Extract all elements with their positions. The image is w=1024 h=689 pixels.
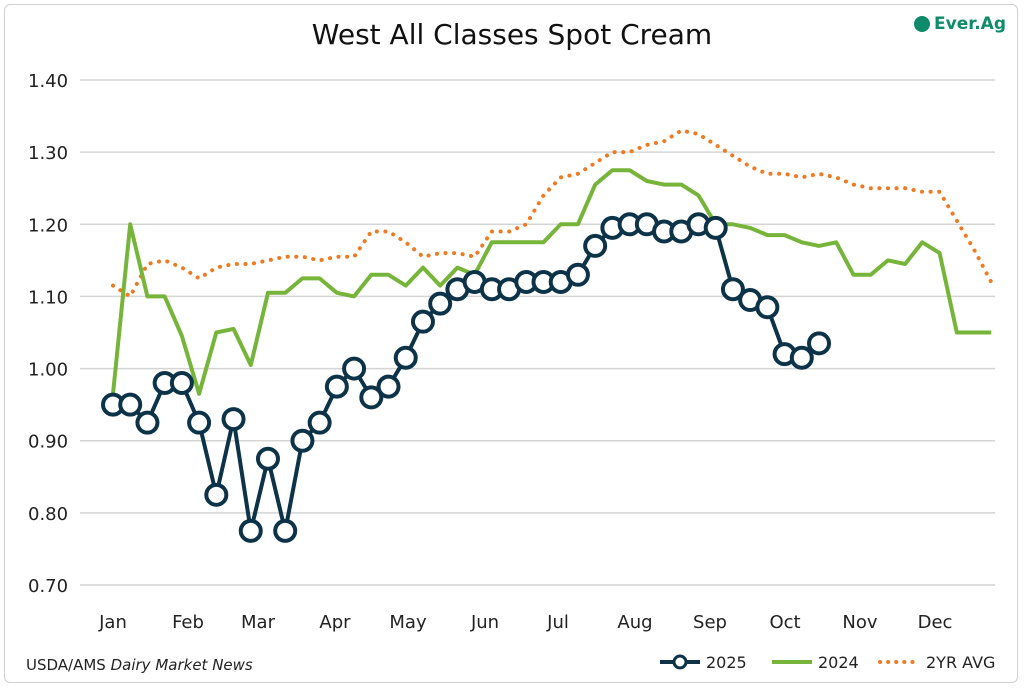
x-tick-label: Oct <box>769 612 800 633</box>
y-tick-label: 0.90 <box>28 432 68 453</box>
data-point-2025 <box>755 295 780 320</box>
legend-label: 2YR AVG <box>926 653 995 672</box>
data-point-2025 <box>273 518 298 543</box>
data-point-2025 <box>255 446 280 471</box>
data-point-2025 <box>342 356 367 381</box>
legend-item: 2YR AVG <box>878 653 995 672</box>
source-org: USDA/AMS <box>26 656 106 674</box>
data-point-2025 <box>169 371 194 395</box>
data-point-2025 <box>307 410 332 435</box>
x-tick-label: Jun <box>470 612 499 633</box>
data-point-2025 <box>807 331 832 356</box>
legend-label: 2025 <box>706 653 747 672</box>
data-point-2025 <box>118 392 143 417</box>
y-tick-label: 1.20 <box>28 215 68 236</box>
data-point-2025 <box>359 385 384 410</box>
data-point-2025 <box>565 262 590 287</box>
x-tick-label: Feb <box>172 612 204 633</box>
data-point-2025 <box>324 374 349 399</box>
y-tick-label: 0.80 <box>28 504 68 525</box>
x-tick-label: Apr <box>319 612 351 633</box>
data-point-2025 <box>221 407 246 432</box>
data-point-2025 <box>135 410 160 435</box>
x-tick-label: Aug <box>617 612 652 633</box>
y-tick-label: 1.40 <box>28 71 68 92</box>
source-publication: Dairy Market News <box>110 656 253 674</box>
data-point-2025 <box>187 410 212 435</box>
ever-ag-logo: Ever.Ag <box>914 14 1006 34</box>
data-point-2025 <box>393 345 418 370</box>
chart-title: West All Classes Spot Cream <box>311 18 713 51</box>
y-tick-label: 1.00 <box>28 360 68 381</box>
x-tick-label: Jul <box>546 612 569 633</box>
legend-item: 2025 <box>660 653 747 672</box>
y-tick-label: 1.30 <box>28 143 68 164</box>
y-tick-label: 1.10 <box>28 287 68 308</box>
legend-marker <box>672 654 688 670</box>
data-point-2025 <box>428 291 453 316</box>
legend-label: 2024 <box>818 653 859 672</box>
legend-item: 2024 <box>772 653 859 672</box>
logo-icon <box>914 16 931 32</box>
x-tick-label: Nov <box>842 612 877 633</box>
x-tick-label: Dec <box>918 612 953 633</box>
source-note: USDA/AMS Dairy Market News <box>26 656 253 674</box>
logo-text: Ever.Ag <box>934 14 1006 34</box>
data-point-2025 <box>703 215 728 240</box>
data-point-2025 <box>720 277 745 302</box>
x-tick-label: May <box>389 612 427 633</box>
data-point-2025 <box>410 309 435 334</box>
series-line-2yr-avg <box>111 128 994 299</box>
data-point-2025 <box>789 345 814 370</box>
x-tick-label: Jan <box>98 612 127 633</box>
data-point-2025 <box>583 233 608 258</box>
data-point-2025 <box>238 518 263 543</box>
chart-frame <box>4 4 1018 683</box>
series-line-2024 <box>111 168 992 396</box>
y-tick-label: 0.70 <box>28 576 68 597</box>
x-tick-label: Mar <box>241 612 276 633</box>
x-tick-label: Sep <box>693 612 727 633</box>
data-point-2025 <box>204 482 229 507</box>
data-point-2025 <box>376 374 401 399</box>
data-point-2025 <box>290 428 315 453</box>
